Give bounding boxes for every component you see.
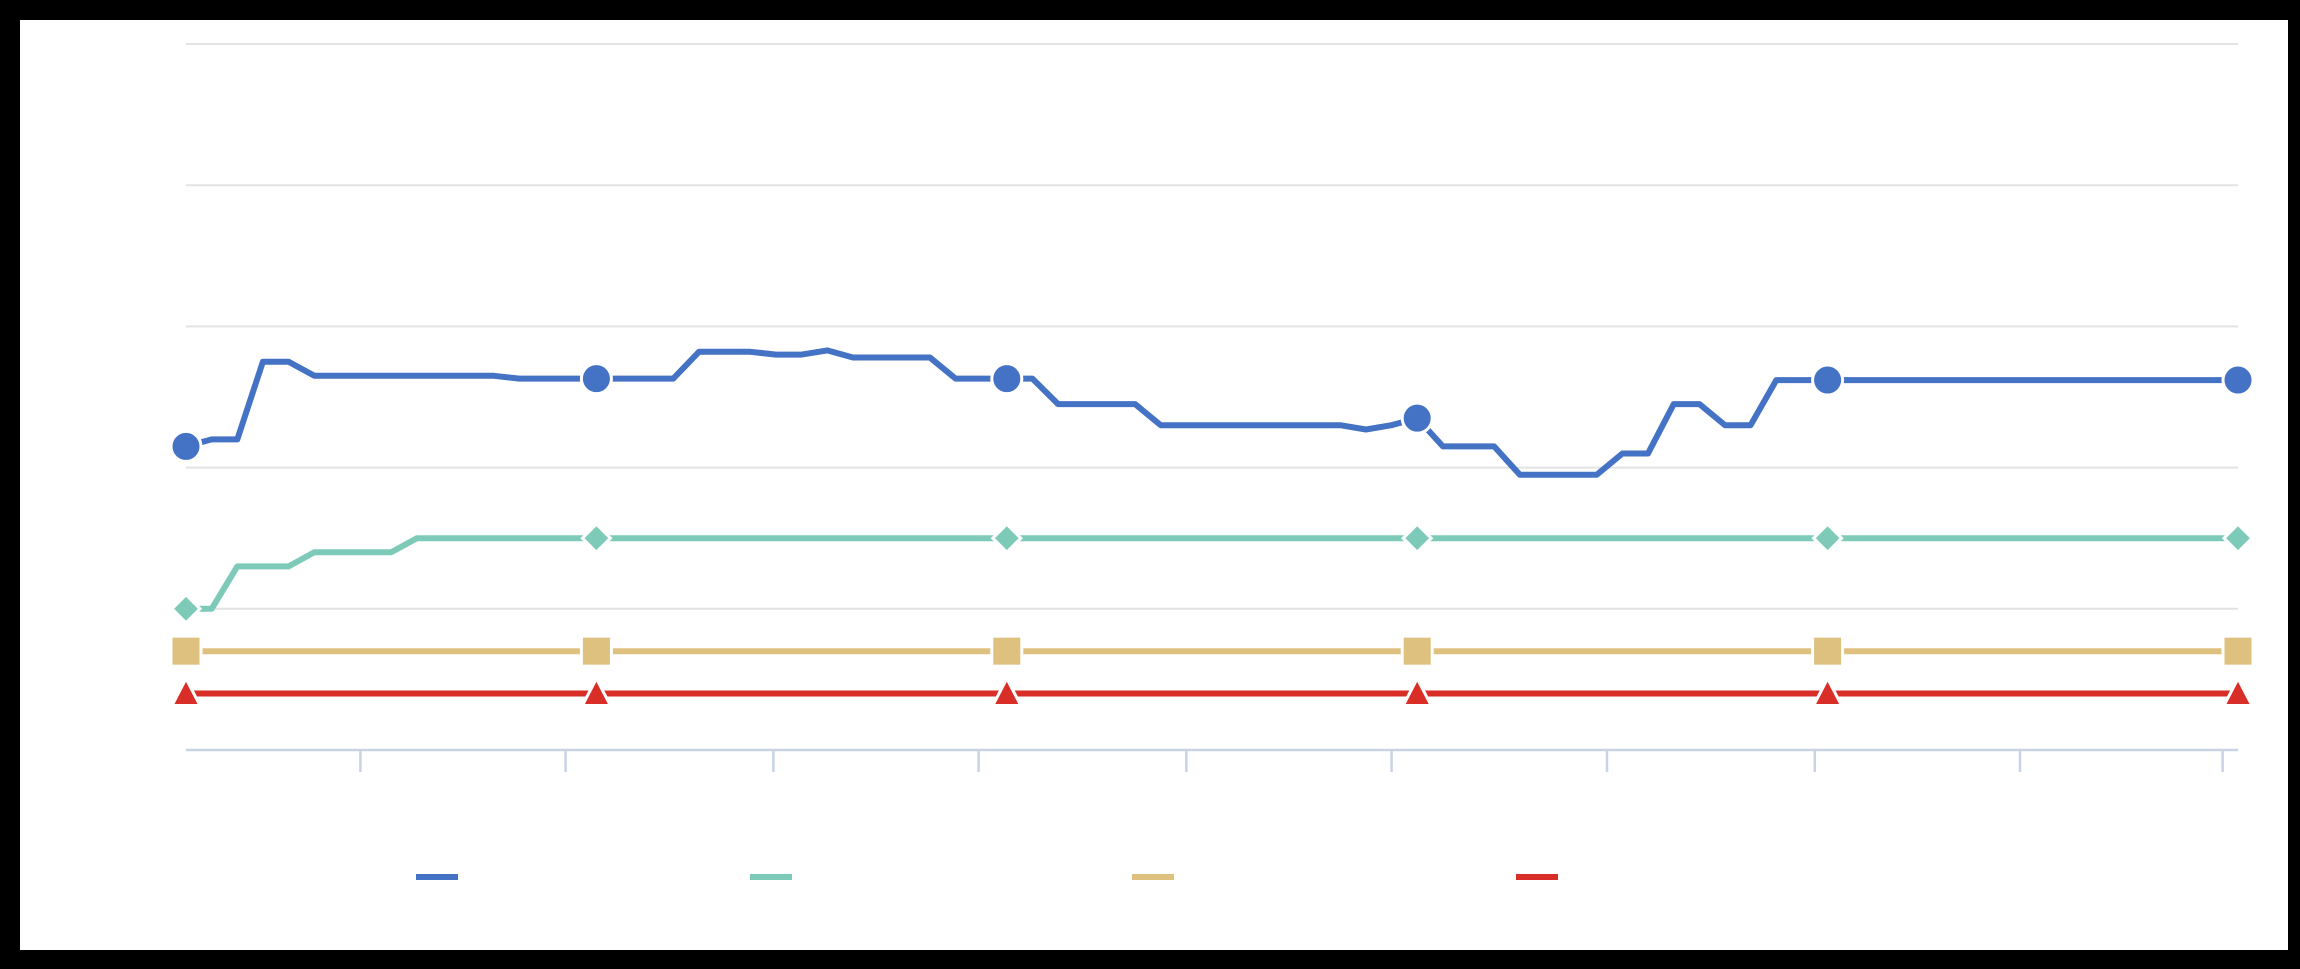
- series-markers: [169, 362, 2255, 708]
- gridlines: [186, 43, 2238, 610]
- series-1-marker-16: [580, 522, 613, 555]
- line-chart: [169, 43, 2255, 880]
- series-2-marker-32: [990, 634, 1024, 668]
- series-1-marker-0: [169, 592, 203, 625]
- series-0-marker-16: [579, 362, 613, 396]
- series-3-marker-0: [169, 675, 203, 708]
- series-2-marker-80: [2221, 634, 2255, 668]
- series-1-marker-64: [1811, 522, 1844, 555]
- series-3-marker-32: [990, 675, 1024, 708]
- series-lines: [183, 347, 2241, 697]
- series-line-1: [183, 535, 2241, 612]
- series-1-marker-48: [1401, 522, 1434, 555]
- series-2-marker-16: [579, 634, 613, 668]
- series-3-marker-80: [2221, 675, 2255, 708]
- series-0-marker-64: [1811, 363, 1845, 397]
- chart-frame: [20, 20, 2288, 950]
- series-3-marker-48: [1400, 675, 1434, 708]
- series-0-marker-0: [169, 429, 203, 463]
- series-0-marker-32: [990, 362, 1024, 396]
- series-2-marker-0: [169, 634, 203, 668]
- series-1-marker-32: [990, 522, 1023, 555]
- series-2-marker-64: [1811, 634, 1845, 668]
- series-3-marker-16: [579, 675, 613, 708]
- series-1-marker-80: [2221, 522, 2255, 555]
- x-axis: [186, 748, 2238, 772]
- series-3-marker-64: [1811, 675, 1845, 708]
- series-line-0: [183, 347, 2241, 478]
- series-0-marker-48: [1400, 401, 1434, 435]
- series-0-marker-80: [2221, 363, 2255, 397]
- series-2-marker-48: [1400, 634, 1434, 668]
